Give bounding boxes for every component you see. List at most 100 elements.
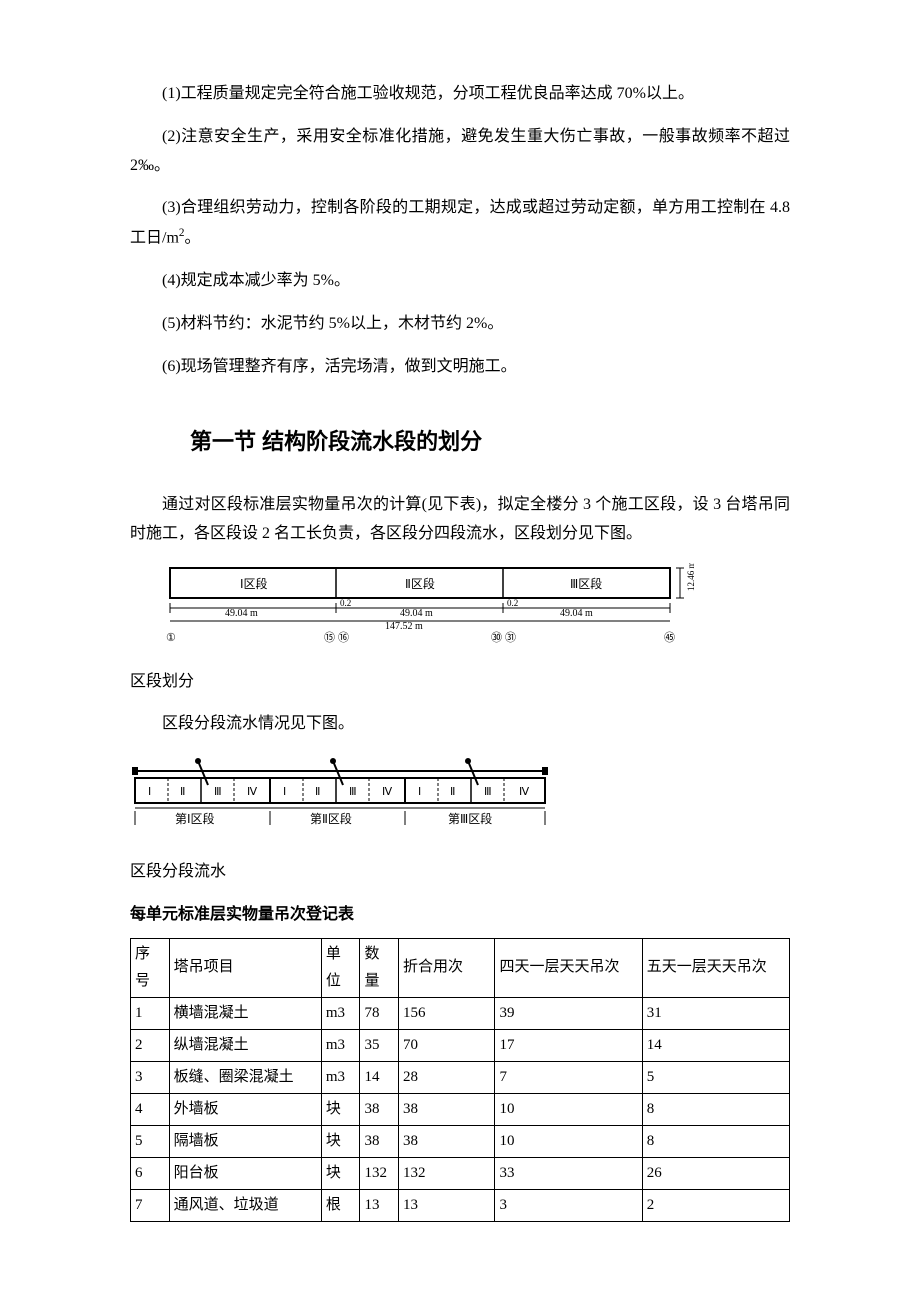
table-cell: 块 [321, 1125, 360, 1157]
dim-3: 49.04 m [560, 608, 593, 619]
table-cell: 纵墙混凝土 [169, 1029, 321, 1061]
gap-2: 0.2 [507, 598, 518, 608]
paragraph-5: (5)材料节约：水泥节约 5%以上，木材节约 2%。 [130, 310, 790, 339]
axis-mark-45: ㊺ [664, 631, 675, 643]
table-title: 每单元标准层实物量吊次登记表 [130, 901, 790, 930]
table-cell: 156 [399, 997, 495, 1029]
svg-text:Ⅲ: Ⅲ [349, 786, 357, 798]
header-unit: 单位 [321, 938, 360, 997]
header-qty: 数量 [360, 938, 399, 997]
table-cell: 38 [399, 1093, 495, 1125]
svg-text:Ⅰ: Ⅰ [418, 786, 421, 798]
table-cell: 4 [131, 1093, 170, 1125]
paragraph-1: (1)工程质量规定完全符合施工验收规范，分项工程优良品率达成 70%以上。 [130, 80, 790, 109]
table-cell: 10 [495, 1125, 642, 1157]
zone-label-1: 第Ⅰ区段 [175, 811, 215, 826]
table-cell: 70 [399, 1029, 495, 1061]
table-cell: 3 [495, 1189, 642, 1221]
axis-mark-15: ⑮ [324, 631, 335, 643]
table-row: 6阳台板块1321323326 [131, 1157, 790, 1189]
header-item: 塔吊项目 [169, 938, 321, 997]
table-cell: 17 [495, 1029, 642, 1061]
axis-mark-30: ㉚ [491, 631, 502, 643]
table-row: 5隔墙板块3838108 [131, 1125, 790, 1157]
diagram-1-caption: 区段划分 [130, 668, 790, 697]
table-row: 1横墙混凝土m3781563931 [131, 997, 790, 1029]
paragraph-3-text-a: (3)合理组织劳动力，控制各阶段的工期规定，达成或超过劳动定额，单方用工控制在 … [130, 199, 790, 246]
axis-mark-16: ⑯ [338, 631, 349, 643]
section-heading: 第一节 结构阶段流水段的划分 [190, 422, 790, 462]
zone-division-diagram: Ⅰ区段 Ⅱ区段 Ⅲ区段 49.04 m 49.04 m 49.04 m 0.2 … [130, 563, 790, 654]
svg-text:Ⅱ: Ⅱ [180, 786, 185, 798]
table-cell: 33 [495, 1157, 642, 1189]
paragraph-3: (3)合理组织劳动力，控制各阶段的工期规定，达成或超过劳动定额，单方用工控制在 … [130, 194, 790, 253]
axis-mark-1: ① [166, 632, 176, 643]
table-cell: 块 [321, 1093, 360, 1125]
table-cell: 31 [642, 997, 789, 1029]
table-cell: 根 [321, 1189, 360, 1221]
table-cell: 38 [360, 1125, 399, 1157]
table-row: 2纵墙混凝土m335701714 [131, 1029, 790, 1061]
zone-1-label: Ⅰ区段 [240, 576, 268, 591]
table-cell: 5 [642, 1061, 789, 1093]
table-cell: 6 [131, 1157, 170, 1189]
table-cell: 38 [399, 1125, 495, 1157]
table-cell: 3 [131, 1061, 170, 1093]
table-cell: 7 [131, 1189, 170, 1221]
table-cell: 2 [642, 1189, 789, 1221]
svg-text:Ⅲ: Ⅲ [214, 786, 222, 798]
svg-text:Ⅲ: Ⅲ [484, 786, 492, 798]
zone-label-2: 第Ⅱ区段 [310, 811, 352, 826]
paragraph-2: (2)注意安全生产，采用安全标准化措施，避免发生重大伤亡事故，一般事故频率不超过… [130, 123, 790, 181]
table-cell: 14 [360, 1061, 399, 1093]
table-row: 7通风道、垃圾道根131332 [131, 1189, 790, 1221]
table-cell: 13 [360, 1189, 399, 1221]
table-cell: 2 [131, 1029, 170, 1061]
zone-3-label: Ⅲ区段 [570, 576, 602, 591]
header-five: 五天一层天天吊次 [642, 938, 789, 997]
table-cell: 1 [131, 997, 170, 1029]
table-cell: 5 [131, 1125, 170, 1157]
table-cell: 38 [360, 1093, 399, 1125]
gap-1: 0.2 [340, 598, 351, 608]
table-header-row: 序号 塔吊项目 单位 数量 折合用次 四天一层天天吊次 五天一层天天吊次 [131, 938, 790, 997]
diagram-2-caption: 区段分段流水 [130, 858, 790, 887]
header-seq: 序号 [131, 938, 170, 997]
table-cell: 13 [399, 1189, 495, 1221]
table-cell: 板缝、圈梁混凝土 [169, 1061, 321, 1093]
table-cell: 39 [495, 997, 642, 1029]
table-cell: 28 [399, 1061, 495, 1093]
paragraph-3-text-b: 。 [185, 230, 201, 247]
height-label: 12.46 m [686, 563, 696, 591]
table-cell: m3 [321, 1061, 360, 1093]
table-cell: 8 [642, 1125, 789, 1157]
hoist-count-table: 序号 塔吊项目 单位 数量 折合用次 四天一层天天吊次 五天一层天天吊次 1横墙… [130, 938, 790, 1222]
header-four: 四天一层天天吊次 [495, 938, 642, 997]
paragraph-6: (6)现场管理整齐有序，活完场清，做到文明施工。 [130, 353, 790, 382]
table-row: 3板缝、圈梁混凝土m3142875 [131, 1061, 790, 1093]
svg-text:Ⅳ: Ⅳ [519, 786, 530, 798]
header-fold: 折合用次 [399, 938, 495, 997]
table-cell: 通风道、垃圾道 [169, 1189, 321, 1221]
table-cell: 阳台板 [169, 1157, 321, 1189]
flow-division-diagram: Ⅰ Ⅱ Ⅲ Ⅳ Ⅰ Ⅱ Ⅲ Ⅳ Ⅰ Ⅱ Ⅲ Ⅳ 第Ⅰ区段 第Ⅱ区段 第Ⅲ区段 [130, 753, 790, 844]
table-cell: 132 [399, 1157, 495, 1189]
zone-label-3: 第Ⅲ区段 [448, 811, 492, 826]
table-cell: 外墙板 [169, 1093, 321, 1125]
svg-text:Ⅳ: Ⅳ [382, 786, 393, 798]
dim-total: 147.52 m [385, 621, 423, 632]
table-cell: m3 [321, 997, 360, 1029]
svg-text:Ⅱ: Ⅱ [315, 786, 320, 798]
dim-2: 49.04 m [400, 608, 433, 619]
table-cell: 132 [360, 1157, 399, 1189]
table-cell: 块 [321, 1157, 360, 1189]
paragraph-4: (4)规定成本减少率为 5%。 [130, 267, 790, 296]
intro-2-paragraph: 区段分段流水情况见下图。 [130, 710, 790, 739]
table-cell: 横墙混凝土 [169, 997, 321, 1029]
table-cell: 8 [642, 1093, 789, 1125]
svg-text:Ⅰ: Ⅰ [283, 786, 286, 798]
axis-mark-31: ㉛ [505, 631, 516, 643]
intro-paragraph: 通过对区段标准层实物量吊次的计算(见下表)，拟定全楼分 3 个施工区段，设 3 … [130, 491, 790, 549]
table-cell: 35 [360, 1029, 399, 1061]
table-cell: m3 [321, 1029, 360, 1061]
